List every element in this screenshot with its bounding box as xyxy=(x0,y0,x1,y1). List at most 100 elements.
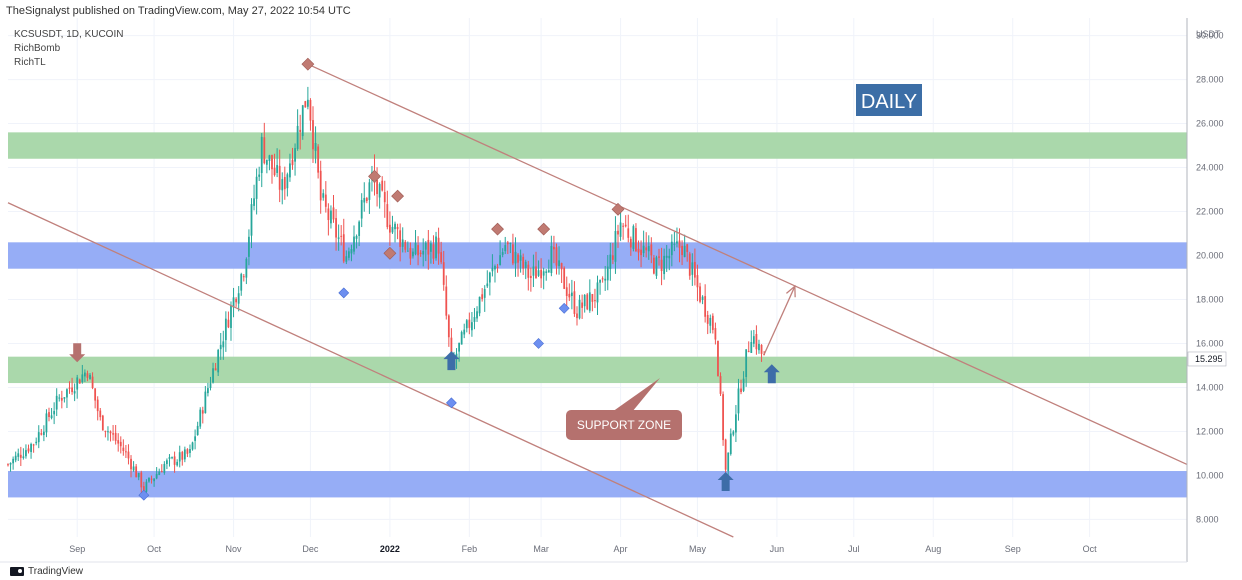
candle-body xyxy=(427,239,430,255)
candle-body xyxy=(681,245,683,256)
candle-body xyxy=(432,244,435,259)
candle-body xyxy=(260,136,263,174)
candle-body xyxy=(209,383,212,389)
candle-body xyxy=(204,391,207,414)
candle-body xyxy=(535,266,537,279)
candle-body xyxy=(437,237,440,254)
candle-body xyxy=(394,223,396,230)
candle-body xyxy=(306,99,309,107)
candle-body xyxy=(248,236,250,257)
candle-body xyxy=(686,244,689,252)
candle-body xyxy=(168,457,171,459)
candle-body xyxy=(583,294,586,307)
candle-body xyxy=(414,242,417,255)
top-diamond-marker xyxy=(383,246,397,260)
support-zone-label: SUPPORT ZONE xyxy=(577,418,671,432)
candle-body xyxy=(130,458,132,470)
candle-body xyxy=(563,267,566,289)
price-zone xyxy=(8,356,1187,384)
candle-body xyxy=(622,225,625,227)
candle-body xyxy=(591,294,594,302)
candle-body xyxy=(663,255,666,275)
candle-body xyxy=(735,414,737,433)
candle-body xyxy=(494,265,496,270)
candle-body xyxy=(94,388,97,401)
candle-body xyxy=(486,283,489,287)
candle-body xyxy=(96,399,99,412)
candle-body xyxy=(276,165,279,173)
candle-body xyxy=(324,194,327,207)
candle-body xyxy=(114,432,117,441)
candle-body xyxy=(189,449,191,453)
candle-body xyxy=(750,342,753,353)
candle-body xyxy=(304,101,307,108)
candle-body xyxy=(166,460,168,464)
bottom-diamond-marker xyxy=(558,302,570,314)
candle-body xyxy=(424,242,427,250)
candle-body xyxy=(30,443,32,453)
price-axis: USDT 8.000 10.000 12.000 14.000 16.000 18.000 2… xyxy=(1186,18,1227,562)
candle-body xyxy=(599,279,601,283)
candle-body xyxy=(283,176,286,190)
candle-body xyxy=(227,319,230,328)
indicator-richbomb[interactable]: RichBomb xyxy=(14,43,61,54)
candle-series xyxy=(7,86,765,495)
candle-body xyxy=(660,259,663,272)
grid-lines xyxy=(8,18,1187,537)
candle-body xyxy=(19,454,22,458)
candle-body xyxy=(514,251,517,264)
time-tick-label: Jun xyxy=(770,544,785,554)
candle-body xyxy=(58,397,61,399)
candle-body xyxy=(183,449,186,460)
price-zone xyxy=(8,242,1187,269)
candle-body xyxy=(547,270,550,273)
candle-body xyxy=(529,275,532,279)
candle-body xyxy=(322,193,325,198)
horizontal-zones xyxy=(8,132,1187,498)
top-diamond-marker xyxy=(491,222,504,236)
candle-body xyxy=(691,262,694,275)
candle-body xyxy=(278,165,281,190)
candle-body xyxy=(232,297,235,308)
candle-body xyxy=(376,180,378,195)
trendlines xyxy=(7,63,1188,538)
candle-body xyxy=(250,204,253,236)
top-diamond-marker xyxy=(537,222,551,236)
candle-body xyxy=(301,105,304,137)
arrow-up-icon xyxy=(763,364,780,384)
candle-body xyxy=(509,242,512,244)
candle-body xyxy=(199,409,202,427)
time-axis: Sep Oct Nov Dec 2022 Feb Mar Apr May Jun Jul Aug Sep… xyxy=(0,544,1187,563)
candle-body xyxy=(281,179,284,191)
candle-body xyxy=(465,320,468,329)
candle-body xyxy=(742,378,745,391)
candle-body xyxy=(263,137,266,164)
arrow-down-icon xyxy=(69,343,86,363)
candle-body xyxy=(127,451,130,459)
candle-body xyxy=(171,457,173,459)
symbol-label[interactable]: KCSUSDT, 1D, KUCOIN xyxy=(14,29,124,40)
candle-body xyxy=(319,170,322,201)
indicator-richtl[interactable]: RichTL xyxy=(14,57,46,68)
candle-body xyxy=(240,274,243,291)
candle-body xyxy=(540,269,543,279)
candle-body xyxy=(299,129,302,133)
price-tick-label: 16.000 xyxy=(1196,338,1224,348)
candle-body xyxy=(442,262,445,285)
candle-body xyxy=(573,291,576,314)
candle-body xyxy=(268,155,271,161)
candle-body xyxy=(53,410,56,415)
candle-body xyxy=(435,236,437,259)
candle-body xyxy=(358,221,361,236)
candle-body xyxy=(665,255,668,258)
candle-body xyxy=(60,397,63,401)
candle-body xyxy=(91,376,94,388)
candle-body xyxy=(737,388,740,414)
candle-body xyxy=(253,198,255,206)
candle-body xyxy=(727,452,730,472)
candle-body xyxy=(488,272,491,283)
price-tick-label: 28.000 xyxy=(1196,75,1224,85)
candle-body xyxy=(655,257,658,276)
candle-body xyxy=(107,431,109,433)
